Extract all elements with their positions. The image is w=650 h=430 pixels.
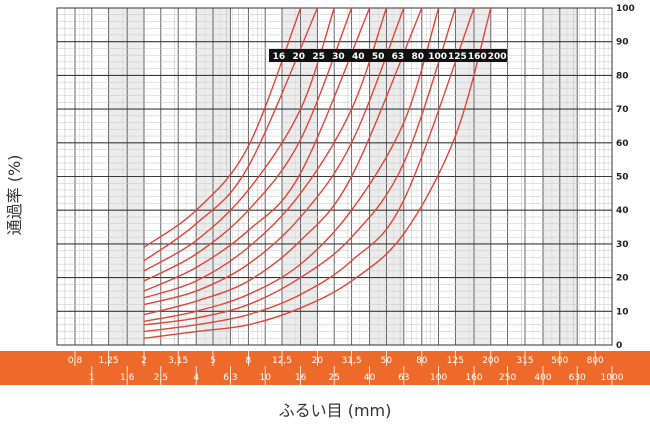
x-tick-label-lower: 1,6 — [120, 373, 135, 383]
series-line-3 — [143, 7, 353, 282]
x-tick-label-upper: 31,5 — [342, 356, 362, 366]
x-tick-label-lower: 25 — [328, 373, 339, 383]
x-tick-label-lower: 1000 — [601, 373, 624, 383]
series-line-8 — [143, 7, 440, 323]
series-line-10 — [143, 7, 475, 333]
x-tick-label-lower: 4 — [193, 373, 199, 383]
x-tick-label-lower: 1 — [89, 373, 95, 383]
x-tick-label-upper: 80 — [416, 356, 428, 366]
x-tick-label-lower: 6,3 — [223, 373, 237, 383]
x-tick-label-lower: 400 — [534, 373, 551, 383]
x-tick-label-upper: 3,15 — [168, 356, 188, 366]
legend-label: 30 — [332, 52, 345, 62]
legend-label: 25 — [312, 52, 325, 62]
y-tick-label: 0 — [616, 341, 622, 351]
y-axis-label: 通過率 (%) — [5, 155, 24, 236]
legend-label: 50 — [372, 52, 385, 62]
x-tick-label-upper: 1,25 — [99, 356, 119, 366]
legend-label: 125 — [448, 52, 467, 62]
x-tick-label-upper: 2 — [141, 356, 147, 366]
x-tick-label-lower: 100 — [430, 373, 447, 383]
x-axis-label: ふるい目 (mm) — [279, 401, 392, 420]
series-line-11 — [143, 7, 492, 339]
y-tick-label: 80 — [616, 71, 629, 81]
x-tick-label-lower: 2,5 — [154, 373, 168, 383]
x-tick-label-lower: 10 — [259, 373, 271, 383]
series-line-6 — [143, 7, 405, 306]
y-tick-label: 70 — [616, 105, 629, 115]
x-tick-label-upper: 0,8 — [68, 356, 83, 366]
x-tick-label-upper: 200 — [482, 356, 499, 366]
legend-label: 80 — [412, 52, 425, 62]
x-tick-label-lower: 40 — [364, 373, 376, 383]
legend: 16 20 25 30 40 50 63 80 100 125 160 200 — [269, 49, 507, 62]
legend-label: 63 — [392, 52, 405, 62]
series-group — [143, 7, 492, 339]
series-line-9 — [143, 7, 457, 326]
x-tick-label-upper: 8 — [246, 356, 252, 366]
x-axis-band: 0,8 1,25 2 3,15 5 8 12,5 20 31,5 50 80 125 200 315 500… — [0, 351, 650, 385]
plot-border — [56, 7, 613, 346]
x-tick-label-upper: 5 — [210, 356, 216, 366]
series-line-5 — [143, 7, 388, 299]
x-tick-label-lower: 63 — [398, 373, 409, 383]
legend-label: 200 — [488, 52, 507, 62]
y-tick-label: 20 — [616, 274, 629, 284]
x-tick-label-upper: 800 — [587, 356, 604, 366]
y-tick-label: 50 — [616, 173, 629, 183]
x-tick-label-upper: 50 — [381, 356, 393, 366]
y-tick-labels: 0 10 20 30 40 50 60 70 80 90 100 — [616, 4, 635, 351]
x-tick-label-upper: 125 — [447, 356, 464, 366]
legend-label: 40 — [352, 52, 365, 62]
legend-label: 20 — [293, 52, 306, 62]
series-line-7 — [143, 7, 423, 316]
x-tick-label-upper: 20 — [312, 356, 324, 366]
x-tick-label-lower: 16 — [295, 373, 307, 383]
legend-label: 100 — [428, 52, 447, 62]
y-tick-label: 40 — [616, 206, 629, 216]
x-tick-label-lower: 250 — [499, 373, 516, 383]
y-tick-label: 60 — [616, 139, 629, 149]
x-tick-label-lower: 630 — [569, 373, 586, 383]
x-tick-label-upper: 500 — [551, 356, 568, 366]
legend-label: 16 — [273, 52, 286, 62]
y-tick-label: 30 — [616, 240, 629, 250]
legend-box — [269, 49, 507, 62]
legend-label: 160 — [468, 52, 487, 62]
series-line-4 — [143, 7, 371, 292]
y-tick-label: 90 — [616, 38, 629, 48]
x-tick-label-upper: 315 — [516, 356, 533, 366]
y-tick-label: 10 — [616, 307, 629, 317]
x-tick-label-upper: 12,5 — [272, 356, 292, 366]
series-line-2 — [143, 7, 335, 272]
x-tick-label-lower: 160 — [465, 373, 482, 383]
y-tick-label: 100 — [616, 4, 635, 14]
